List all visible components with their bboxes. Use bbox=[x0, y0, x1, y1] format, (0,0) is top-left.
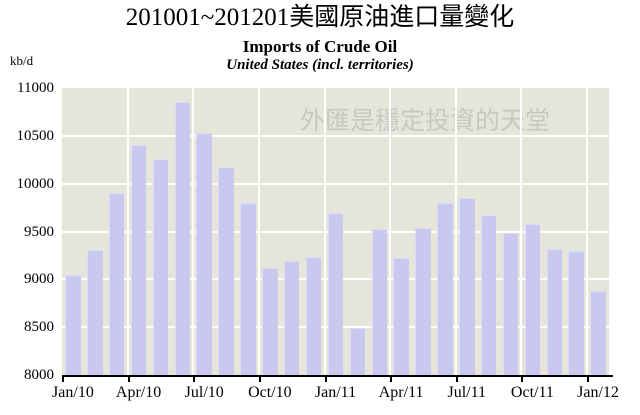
bar-Feb/11 bbox=[349, 328, 366, 375]
h-gridline bbox=[62, 182, 609, 185]
bar-Nov/10 bbox=[284, 261, 300, 375]
x-tick-label: Jan/10 bbox=[52, 384, 94, 401]
x-tick-label: Jul/10 bbox=[184, 384, 224, 401]
x-tick-label: Jan/12 bbox=[577, 384, 619, 401]
y-tick-label: 11000 bbox=[17, 80, 54, 96]
bar-Jun/10 bbox=[174, 102, 191, 375]
y-tick-label: 9500 bbox=[24, 223, 54, 240]
y-axis-unit-label: kb/d bbox=[10, 53, 34, 68]
x-tick-label: Apr/10 bbox=[115, 384, 162, 401]
bar-Mar/10 bbox=[108, 193, 125, 375]
page-title: 201001~201201美國原油進口量變化 bbox=[125, 4, 515, 31]
v-gridline bbox=[126, 88, 129, 375]
bar-Sep/11 bbox=[502, 233, 519, 375]
x-tick-label: Jul/11 bbox=[447, 384, 487, 401]
x-axis-tick bbox=[455, 377, 458, 382]
y-tick-label: 10000 bbox=[16, 175, 55, 192]
v-gridline bbox=[454, 88, 457, 375]
bar-May/11 bbox=[415, 227, 431, 375]
x-tick-label: Oct/11 bbox=[510, 384, 554, 401]
v-gridline bbox=[323, 88, 326, 375]
y-tick-label: 8500 bbox=[24, 319, 54, 336]
bar-Aug/10 bbox=[218, 167, 234, 375]
bar-Jan/10 bbox=[65, 274, 81, 375]
h-gridline bbox=[62, 134, 609, 137]
bar-Apr/10 bbox=[130, 145, 147, 375]
bar-Apr/11 bbox=[393, 258, 409, 375]
y-tick-label: 10500 bbox=[16, 127, 55, 144]
bar-Dec/11 bbox=[568, 250, 584, 375]
v-gridline bbox=[192, 88, 195, 375]
x-axis-line bbox=[62, 375, 613, 377]
chart-title: Imports of Crude Oil bbox=[242, 37, 398, 56]
plot-area: 外匯是穩定投資的天堂 bbox=[62, 88, 609, 375]
bar-Jan/12 bbox=[590, 290, 606, 375]
x-axis-tick bbox=[258, 377, 261, 382]
v-gridline bbox=[389, 88, 392, 375]
x-axis-tick bbox=[587, 377, 590, 382]
x-tick-label: Apr/11 bbox=[378, 384, 424, 401]
bar-Nov/11 bbox=[546, 248, 563, 375]
bar-Jun/11 bbox=[437, 202, 453, 375]
bar-Aug/11 bbox=[480, 215, 497, 375]
bar-Oct/10 bbox=[262, 267, 278, 375]
bar-Sep/10 bbox=[240, 202, 256, 375]
bar-Dec/10 bbox=[305, 257, 322, 375]
y-tick-label: 8000 bbox=[24, 367, 54, 383]
x-axis-tick bbox=[127, 377, 130, 382]
bar-Jul/11 bbox=[459, 198, 475, 375]
bar-May/10 bbox=[152, 158, 169, 375]
bar-Feb/10 bbox=[87, 249, 103, 375]
bar-Jan/11 bbox=[327, 213, 344, 375]
x-axis-tick bbox=[324, 377, 327, 382]
x-tick-label: Jan/11 bbox=[314, 384, 357, 401]
x-axis-tick bbox=[62, 377, 64, 382]
chart-subtitle: United States (incl. territories) bbox=[226, 57, 414, 73]
x-axis-tick bbox=[193, 377, 196, 382]
x-tick-label: Oct/10 bbox=[248, 384, 292, 401]
y-tick-label: 9000 bbox=[24, 271, 54, 288]
v-gridline bbox=[257, 88, 260, 375]
v-gridline bbox=[586, 88, 589, 375]
v-gridline bbox=[520, 88, 523, 375]
bar-Jul/10 bbox=[196, 132, 212, 375]
x-axis-tick bbox=[390, 377, 393, 382]
x-axis-tick bbox=[521, 377, 524, 382]
bar-Oct/11 bbox=[524, 223, 541, 375]
bar-Mar/11 bbox=[371, 228, 387, 375]
watermark-text: 外匯是穩定投資的天堂 bbox=[300, 107, 551, 135]
